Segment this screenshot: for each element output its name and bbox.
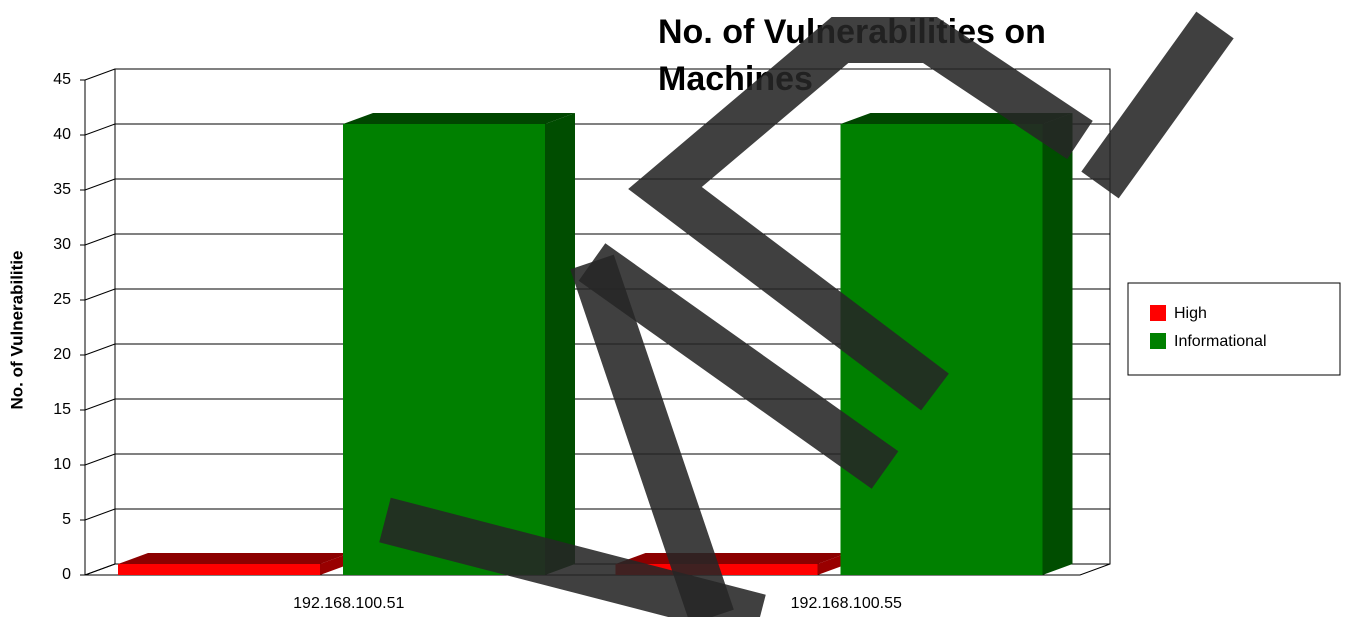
bar-top (343, 113, 575, 124)
grid-line-side (84, 288, 116, 301)
y-tick-label: 30 (53, 236, 71, 253)
y-tick-label: 20 (53, 346, 71, 363)
y-tick-label: 0 (62, 566, 71, 583)
legend-swatch (1150, 305, 1166, 321)
y-tick-label: 35 (53, 181, 71, 198)
y-tick-label: 10 (53, 456, 71, 473)
legend-swatch (1150, 333, 1166, 349)
bar-top (615, 553, 848, 564)
legend-label: High (1174, 305, 1207, 322)
grid-line-side (84, 398, 116, 411)
x-tick-label: 192.168.100.55 (791, 595, 902, 612)
grid-line-side (84, 123, 116, 136)
bar-side (817, 553, 848, 575)
grid-line-side (84, 178, 116, 191)
grid-line-side (84, 68, 116, 81)
bar-side (545, 113, 575, 575)
y-tick-label: 5 (62, 511, 71, 528)
bar (118, 553, 350, 575)
legend-box (1127, 282, 1341, 376)
x-tick-label: 192.168.100.51 (293, 595, 404, 612)
grid-line-side (84, 508, 116, 521)
y-tick-label: 25 (53, 291, 71, 308)
watermark (379, 11, 1234, 617)
bar-front (118, 564, 320, 575)
grid-line-side (84, 453, 116, 466)
grid-line-side (84, 233, 116, 246)
watermark-stroke (628, 17, 1093, 411)
legend: High Informational (1127, 282, 1341, 376)
bar-top (118, 553, 350, 564)
watermark-stroke (1081, 11, 1234, 199)
y-tick-label: 40 (53, 126, 71, 143)
watermark-stroke (578, 243, 899, 489)
plot: 0 5 10 15 20 25 30 35 40 45 192.168.100.51 192.168.… (53, 68, 1111, 612)
bar (343, 113, 575, 575)
legend-label: Informational (1174, 333, 1267, 350)
bar-side (1042, 113, 1073, 575)
y-axis-label: No. of Vulnerabilitie (7, 251, 26, 410)
bar-front (343, 124, 545, 575)
watermark-stroke (570, 254, 734, 617)
grid-line-side (84, 343, 116, 356)
y-tick-label: 45 (53, 71, 71, 88)
y-tick-label: 15 (53, 401, 71, 418)
bar-side (320, 553, 350, 575)
